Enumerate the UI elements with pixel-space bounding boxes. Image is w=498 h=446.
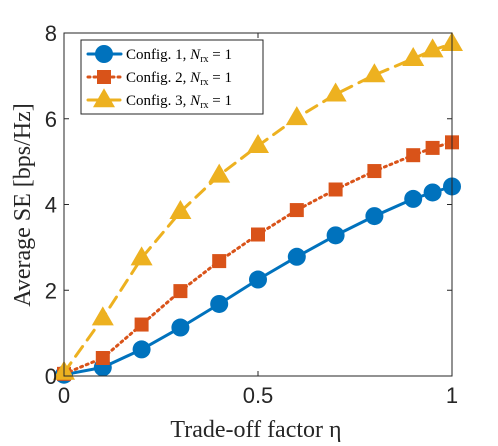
series-3-point-5 (208, 163, 231, 183)
legend-entry-3: Config. 3, Nrx = 1 (86, 88, 232, 111)
series-2-point-9 (367, 164, 382, 179)
y-axis-label: Average SE [bps/Hz] (10, 103, 36, 306)
y-tick-label-3: 4 (45, 193, 57, 218)
legend-swatch-marker-1 (95, 45, 113, 63)
legend-entry-1: Config. 1, Nrx = 1 (86, 45, 232, 65)
x-axis-label: Trade-off factor η (170, 417, 341, 443)
series-2-point-7 (289, 203, 304, 218)
series-2-point-6 (251, 227, 265, 242)
series-3-point-3 (130, 246, 153, 266)
series-1-point-3 (132, 340, 151, 359)
series-1-point-7 (287, 247, 306, 266)
series-2-point-3 (134, 317, 149, 332)
series-3 (53, 31, 463, 380)
y-tick-label-4: 6 (45, 107, 57, 132)
series-1-point-4 (171, 318, 190, 337)
series-layer (53, 31, 463, 384)
series-3-point-2 (91, 306, 114, 326)
x-tick-label-2: 0.5 (243, 383, 274, 408)
legend-entry-2: Config. 2, Nrx = 1 (86, 70, 232, 88)
series-2 (57, 135, 459, 381)
series-2-point-4 (173, 284, 188, 299)
series-1-point-6 (249, 270, 267, 289)
series-1-point-10 (404, 189, 423, 208)
legend-swatch-marker-3 (93, 88, 115, 108)
series-2-point-11 (425, 140, 440, 155)
series-3-point-6 (247, 133, 269, 153)
x-tick-label-1: 0 (58, 383, 70, 408)
series-3-point-7 (285, 106, 308, 126)
series-3-point-8 (324, 82, 347, 102)
legend-swatch-marker-2 (97, 70, 111, 84)
series-1-point-5 (210, 294, 229, 313)
series-1-point-11 (423, 183, 442, 202)
series-2-point-2 (95, 350, 110, 365)
x-tick-label-3: 1 (446, 383, 458, 408)
legend: Config. 1, Nrx = 1 Config. 2, Nrx = 1 Conf… (80, 39, 264, 115)
series-2-point-8 (328, 182, 343, 197)
y-tick-label-5: 8 (45, 21, 57, 46)
legend-label-1: Config. 1, Nrx = 1 (126, 47, 232, 65)
series-3-point-11 (421, 38, 444, 58)
series-1-point-8 (326, 226, 345, 245)
series-3-point-9 (363, 63, 386, 83)
series-2-point-10 (406, 148, 421, 163)
axes-layer: 0 0.5 1 0 2 4 6 8 (45, 21, 458, 408)
series-2-point-5 (212, 254, 227, 269)
series-1-point-9 (365, 207, 384, 226)
series-3-point-10 (402, 46, 425, 66)
legend-label-2: Config. 2, Nrx = 1 (126, 70, 232, 88)
y-tick-label-1: 0 (45, 364, 57, 389)
series-3-point-4 (169, 200, 192, 220)
legend-label-3: Config. 3, Nrx = 1 (126, 93, 232, 111)
y-tick-label-2: 2 (45, 278, 57, 303)
